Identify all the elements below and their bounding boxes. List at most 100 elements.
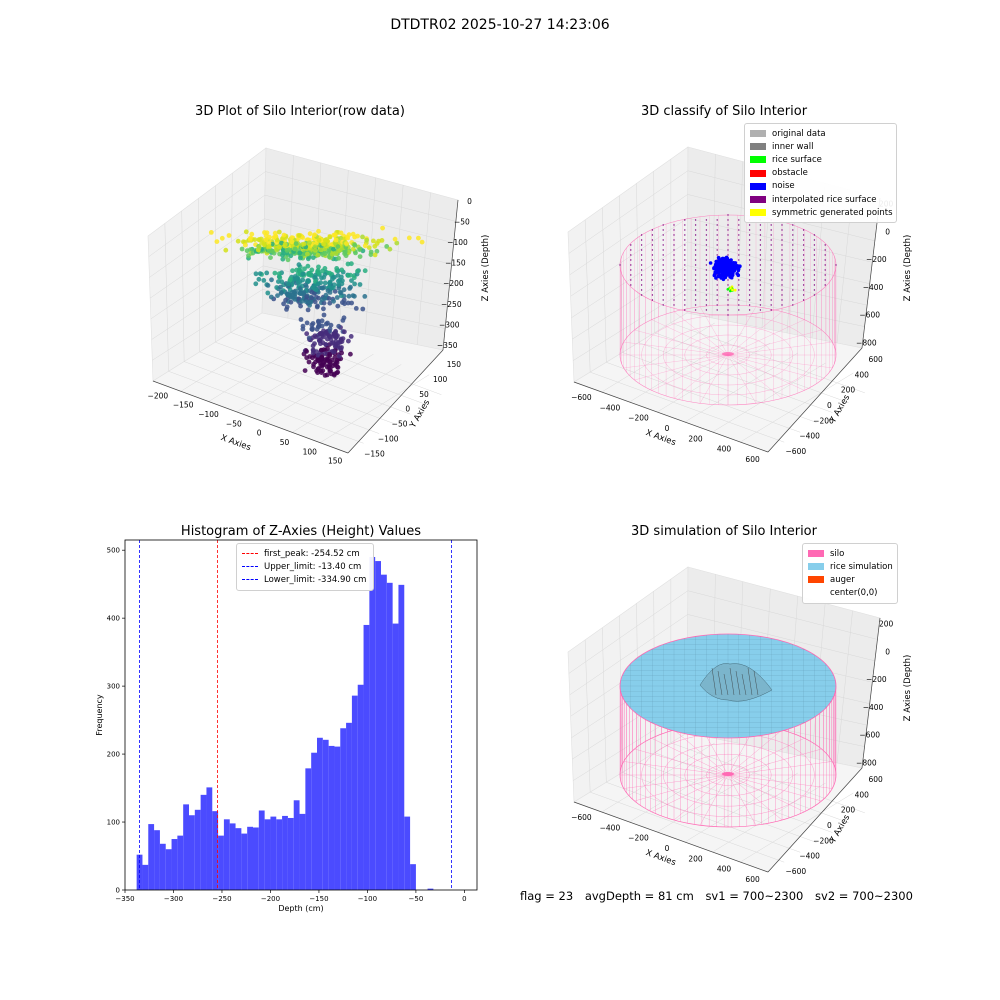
p2-silo-floor-spoke bbox=[727, 319, 805, 356]
p2-interpolated-point bbox=[662, 264, 664, 266]
p1-point bbox=[371, 238, 376, 244]
p1-point bbox=[313, 287, 319, 293]
p2-grid-line bbox=[573, 289, 865, 361]
p2-legend-swatch bbox=[750, 143, 766, 151]
p1-y-tick-label: −150 bbox=[364, 450, 385, 459]
p1-point bbox=[344, 241, 349, 246]
p2-interpolated-point bbox=[738, 259, 740, 261]
p1-point bbox=[289, 239, 295, 245]
p2-interpolated-point bbox=[694, 254, 697, 256]
p2-interpolated-point bbox=[716, 239, 718, 241]
p1-point bbox=[330, 363, 336, 369]
p1-point bbox=[327, 326, 333, 332]
p2-grid-line bbox=[736, 161, 744, 324]
p1-point bbox=[379, 238, 385, 243]
p1-point bbox=[334, 268, 340, 273]
p4-grid-line bbox=[654, 752, 849, 823]
p2-interpolated-point bbox=[716, 294, 718, 296]
p4-y-tick-label: 400 bbox=[855, 790, 870, 799]
p1-point bbox=[311, 361, 316, 367]
p1-point bbox=[314, 334, 319, 340]
p2-interpolated-point bbox=[792, 274, 794, 276]
p1-point bbox=[310, 321, 316, 326]
p4-legend-item: auger bbox=[808, 573, 892, 586]
p2-interpolated-point bbox=[824, 264, 826, 266]
p1-point bbox=[246, 253, 251, 259]
p2-interpolated-point bbox=[792, 289, 794, 291]
p4-x-tick-label: 600 bbox=[745, 875, 760, 884]
p1-grid-line bbox=[148, 171, 456, 257]
p2-interpolated-point bbox=[781, 249, 783, 251]
p2-interpolated-point bbox=[792, 269, 794, 271]
p2-interpolated-point bbox=[716, 254, 718, 256]
p1-point bbox=[352, 281, 357, 287]
histogram-legend: first_peak: -254.52 cm Upper_limit: -13.4… bbox=[236, 543, 374, 591]
p2-interpolated-point bbox=[738, 244, 740, 246]
p2-interpolated-point bbox=[748, 289, 751, 291]
p2-interpolated-point bbox=[813, 259, 816, 261]
p1-point bbox=[337, 277, 343, 283]
p2-interpolated-point bbox=[759, 254, 762, 256]
p2-interpolated-point bbox=[748, 269, 751, 271]
p1-point bbox=[340, 300, 345, 305]
p1-point bbox=[319, 318, 325, 324]
p2-noise-point bbox=[720, 262, 725, 266]
p2-interpolated-point bbox=[640, 264, 643, 266]
p1-grid-line bbox=[264, 353, 374, 423]
p2-y-tick-label: 400 bbox=[855, 370, 870, 379]
p2-interpolated-point bbox=[673, 269, 675, 271]
p2-interpolated-point bbox=[684, 309, 686, 311]
p1-points bbox=[208, 225, 425, 378]
sv2-text: sv2 = 700~2300 bbox=[815, 889, 913, 903]
p2-interpolated-point bbox=[651, 259, 654, 261]
p1-point bbox=[419, 239, 425, 245]
p1-point bbox=[342, 251, 347, 256]
p4-silo-floor-spoke bbox=[651, 738, 729, 776]
p2-noise-points bbox=[708, 255, 742, 282]
p1-point bbox=[336, 340, 341, 346]
p2-interpolated-point bbox=[640, 239, 643, 241]
p1-point bbox=[360, 306, 366, 312]
p2-interpolated-point bbox=[748, 259, 751, 261]
p2-surface-point bbox=[731, 288, 734, 292]
p1-point bbox=[312, 299, 318, 305]
p4-mound-mesh-line bbox=[741, 673, 747, 696]
p1-point bbox=[265, 283, 271, 288]
p2-interpolated-point bbox=[748, 249, 751, 251]
p2-interpolated-point bbox=[716, 299, 718, 301]
p2-interpolated-point bbox=[684, 249, 686, 251]
p1-point bbox=[323, 342, 329, 347]
p1-point bbox=[336, 255, 342, 261]
p1-point bbox=[304, 331, 310, 337]
p1-point bbox=[351, 275, 357, 281]
histogram-x-tick-label: −250 bbox=[212, 895, 231, 903]
p1-point bbox=[298, 291, 303, 296]
p1-point bbox=[300, 271, 306, 277]
histogram-bar bbox=[305, 768, 312, 890]
p4-grid-line bbox=[602, 627, 607, 783]
p1-grid-line bbox=[198, 198, 200, 352]
histogram-bar bbox=[311, 752, 317, 890]
p2-interpolated-point bbox=[716, 234, 718, 236]
histogram-x-tick-label: −150 bbox=[309, 895, 328, 903]
histogram-bar bbox=[427, 888, 434, 890]
p2-interpolated-point bbox=[705, 219, 708, 221]
p4-silo-floor-spoke bbox=[727, 774, 783, 821]
p1-point bbox=[329, 251, 335, 257]
p2-interpolated-point bbox=[770, 269, 772, 271]
p2-interpolated-point bbox=[630, 274, 632, 276]
p2-interpolated-point bbox=[673, 304, 675, 306]
histogram-legend-item: first_peak: -254.52 cm bbox=[242, 547, 368, 560]
p2-interpolated-point bbox=[673, 289, 675, 291]
p2-interpolated-point bbox=[651, 284, 654, 286]
histogram-bar bbox=[375, 561, 381, 890]
p1-point bbox=[285, 257, 291, 263]
p2-interpolated-point bbox=[770, 234, 772, 236]
p2-z-tick-label: −800 bbox=[856, 338, 877, 347]
p2-interpolated-point bbox=[770, 254, 772, 256]
p2-interpolated-point bbox=[738, 254, 740, 256]
p1-point bbox=[259, 240, 265, 246]
p1-point bbox=[332, 344, 338, 349]
histogram-bar bbox=[340, 728, 347, 890]
p1-point bbox=[281, 232, 287, 238]
